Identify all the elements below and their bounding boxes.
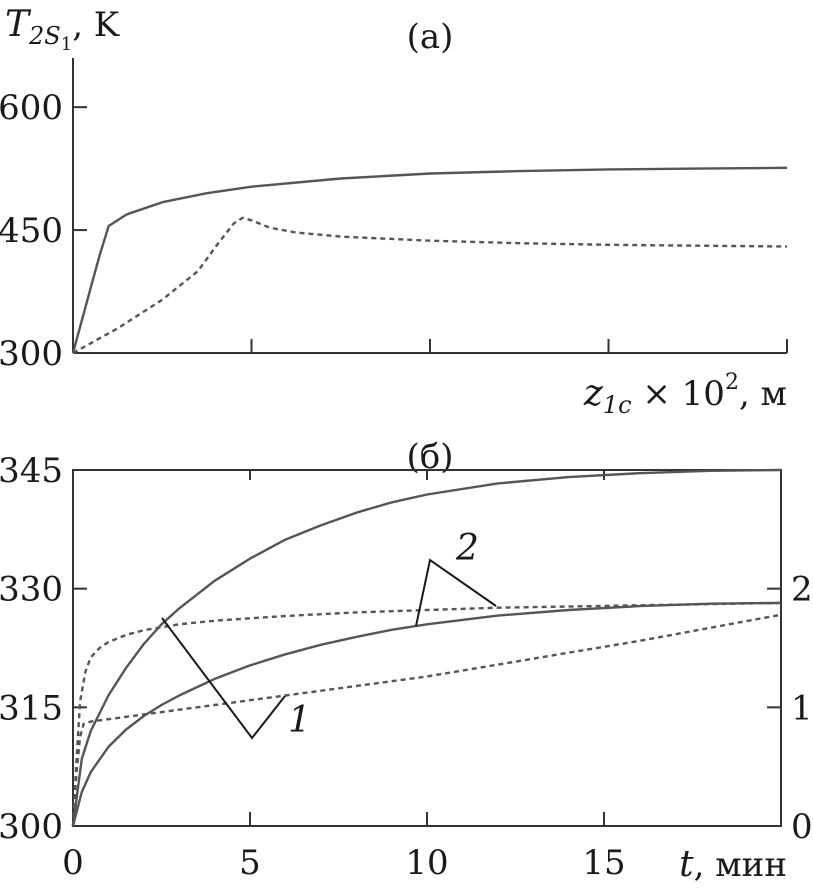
annotation-2-label: 2 — [455, 528, 479, 569]
panel-b-y2-tick-label: 0 — [791, 807, 813, 847]
panel-b-series-2-line — [71, 601, 782, 827]
panel-b-x-tick-label: 0 — [62, 843, 84, 883]
panel-b-y2-tick-label: 2 — [791, 570, 813, 610]
panel-b-x-tick-label: 15 — [582, 843, 625, 883]
panel-a-y-axis-title: T2S1, K — [5, 4, 120, 55]
panel-b-y-tick-label: 345 — [0, 451, 63, 491]
panel-b-x-axis-title: t, мин — [679, 844, 787, 885]
panel-b-y-tick-label: 315 — [0, 688, 63, 728]
panel-a-label: (a) — [407, 17, 454, 57]
panel-b-series-4-line — [71, 613, 782, 827]
panel-b-frame — [72, 469, 782, 827]
panel-b-series-1-line — [71, 468, 782, 827]
panel-a-series-1-line — [71, 166, 788, 354]
panel-b-x-tick-label: 10 — [405, 843, 448, 883]
panel-a-x-axis-title: z1c × 102, м — [583, 370, 787, 419]
panel-b-y2-tick-label: 1 — [791, 688, 813, 728]
panel-b-y-tick-label: 300 — [0, 807, 63, 847]
annotation-2-leader — [415, 558, 497, 627]
panel-a-series-2-line — [72, 216, 788, 355]
panel-a: (a) T2S1, K 300 450 600 z1c × 102, м — [0, 4, 788, 419]
panel-b-y-tick-label: 330 — [0, 570, 63, 610]
annotation-1-leader — [161, 617, 286, 740]
annotation-1-label: 1 — [288, 700, 311, 741]
panel-a-y-tick-label: 300 — [0, 334, 63, 374]
panel-b-series-3-line — [71, 601, 782, 827]
panel-b-x-tick-label: 5 — [239, 843, 261, 883]
panel-a-y-tick-label: 450 — [0, 211, 63, 251]
panel-a-y-tick-label: 600 — [0, 88, 63, 128]
